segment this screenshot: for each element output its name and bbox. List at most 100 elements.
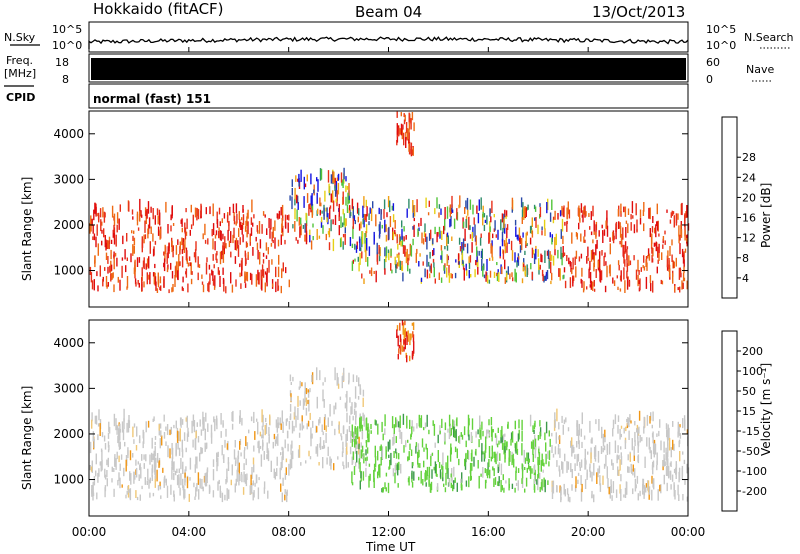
heatmap-cell — [104, 474, 107, 480]
heatmap-cell — [487, 462, 489, 476]
heatmap-cell — [204, 428, 206, 441]
heatmap-cell — [604, 252, 606, 258]
heatmap-cell — [418, 476, 420, 481]
heatmap-cell — [173, 461, 175, 473]
heatmap-cell — [148, 217, 151, 229]
heatmap-cell — [168, 242, 170, 252]
heatmap-cell — [115, 234, 117, 247]
heatmap-cell — [214, 241, 216, 251]
heatmap-cell — [677, 431, 679, 438]
heatmap-cell — [470, 453, 473, 460]
heatmap-cell — [235, 457, 237, 464]
heatmap-cell — [303, 176, 305, 190]
heatmap-cell — [429, 251, 431, 259]
heatmap-cell — [183, 244, 186, 253]
heatmap-cell — [322, 225, 324, 234]
heatmap-cell — [426, 447, 428, 460]
heatmap-cell — [291, 188, 293, 196]
heatmap-cell — [413, 122, 415, 132]
heatmap-cell — [637, 274, 639, 287]
heatmap-cell — [125, 494, 127, 499]
heatmap-cell — [582, 288, 585, 293]
heatmap-cell — [335, 180, 338, 194]
heatmap-cell — [543, 275, 545, 283]
heatmap-cell — [396, 253, 398, 258]
heatmap-cell — [580, 488, 583, 502]
heatmap-cell — [515, 226, 517, 237]
heatmap-cell — [546, 270, 549, 280]
heatmap-cell — [147, 468, 149, 481]
heatmap-cell — [456, 208, 458, 220]
heatmap-cell — [407, 330, 409, 342]
heatmap-cell — [398, 344, 400, 349]
heatmap-cell — [575, 476, 577, 489]
heatmap-cell — [667, 442, 669, 453]
x-axis-label: Time UT — [365, 540, 416, 554]
y-tick-label: 3000 — [53, 381, 84, 395]
heatmap-cell — [398, 234, 401, 245]
heatmap-cell — [89, 465, 91, 471]
heatmap-cell — [488, 459, 490, 468]
heatmap-cell — [296, 194, 298, 204]
heatmap-cell — [387, 249, 390, 253]
heatmap-cell — [186, 250, 188, 262]
heatmap-cell — [643, 202, 645, 212]
heatmap-cell — [101, 459, 103, 471]
heatmap-cell — [632, 464, 634, 472]
heatmap-cell — [221, 218, 223, 223]
heatmap-cell — [250, 416, 253, 422]
heatmap-cell — [535, 217, 537, 228]
heatmap-cell — [558, 268, 560, 277]
heatmap-cell — [543, 462, 545, 467]
heatmap-cell — [481, 421, 483, 430]
heatmap-cell — [489, 469, 491, 479]
heatmap-cell — [173, 424, 175, 429]
heatmap-cell — [400, 112, 402, 117]
heatmap-cell — [550, 261, 552, 274]
heatmap-cell — [620, 433, 622, 438]
heatmap-cell — [392, 468, 395, 477]
heatmap-cell — [488, 419, 490, 426]
heatmap-cell — [159, 485, 162, 490]
heatmap-cell — [309, 412, 311, 420]
heatmap-cell — [137, 227, 140, 231]
heatmap-cell — [599, 483, 602, 492]
heatmap-cell — [385, 224, 387, 232]
heatmap-cell — [441, 464, 443, 470]
heatmap-cell — [606, 445, 609, 455]
heatmap-cell — [492, 429, 494, 433]
heatmap-cell — [237, 245, 240, 257]
heatmap-cell — [194, 464, 196, 473]
heatmap-cell — [439, 425, 441, 435]
heatmap-cell — [280, 207, 282, 216]
heatmap-cell — [96, 492, 98, 500]
heatmap-cell — [338, 225, 340, 236]
heatmap-cell — [307, 420, 310, 427]
heatmap-cell — [584, 458, 586, 470]
heatmap-cell — [255, 236, 257, 242]
heatmap-cell — [282, 262, 284, 272]
heatmap-cell — [617, 466, 619, 476]
heatmap-cell — [105, 242, 107, 249]
heatmap-cell — [604, 285, 607, 293]
heatmap-cell — [430, 456, 432, 467]
heatmap-cell — [277, 239, 280, 247]
heatmap-cell — [480, 197, 482, 210]
heatmap-cell — [311, 193, 313, 206]
heatmap-cell — [327, 446, 329, 457]
heatmap-cell — [620, 446, 622, 450]
heatmap-cell — [450, 273, 452, 279]
heatmap-cell — [478, 475, 480, 489]
heatmap-cell — [452, 484, 454, 492]
heatmap-cell — [544, 250, 546, 263]
heatmap-cell — [428, 466, 431, 478]
heatmap-cell — [181, 218, 183, 227]
heatmap-cell — [489, 232, 491, 243]
heatmap-cell — [444, 487, 447, 493]
heatmap-cell — [201, 281, 204, 285]
heatmap-cell — [355, 435, 357, 443]
heatmap-cell — [231, 464, 233, 476]
heatmap-cell — [247, 251, 249, 258]
heatmap-cell — [524, 467, 526, 470]
